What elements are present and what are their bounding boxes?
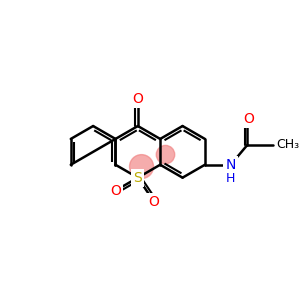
Text: O: O <box>110 184 121 199</box>
Text: O: O <box>244 112 255 126</box>
Text: CH₃: CH₃ <box>276 139 299 152</box>
Text: N: N <box>226 158 236 172</box>
Circle shape <box>130 154 154 178</box>
Text: H: H <box>226 172 236 185</box>
Text: O: O <box>148 195 159 209</box>
Text: S: S <box>134 171 142 185</box>
Circle shape <box>156 146 175 164</box>
Text: O: O <box>132 92 143 106</box>
